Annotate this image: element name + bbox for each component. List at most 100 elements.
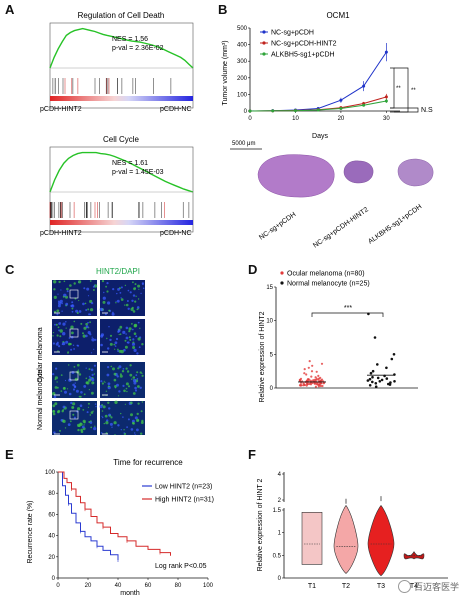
if-cell: [54, 378, 57, 381]
if-cell: [87, 406, 90, 408]
if-cell: [78, 373, 82, 376]
scatter-point: [316, 383, 319, 386]
scatter-point: [385, 377, 389, 380]
if-cell: [120, 349, 124, 354]
if-cell: [132, 378, 137, 383]
growth-point: [316, 108, 320, 112]
if-cell: [72, 383, 75, 387]
scatter-point: [303, 372, 306, 375]
if-cell: [139, 386, 142, 389]
scatter-point: [376, 363, 379, 366]
if-cell: [60, 374, 63, 376]
if-cell: [134, 389, 138, 392]
panel-e-recurrence: Time for recurrence 0 20 40 60 80 100 0 20 40 60 8…: [27, 458, 214, 597]
if-cell: [111, 312, 115, 316]
if-cell: [99, 307, 103, 311]
if-cell: [87, 402, 90, 405]
scatter-point: [315, 377, 318, 380]
if-cell: [104, 414, 108, 418]
if-cell: [65, 302, 69, 306]
if-cell: [127, 341, 130, 344]
if-cell: [124, 345, 128, 349]
if-cell: [94, 403, 97, 405]
panel-c-if-images: HINT2/DAPI Ocular melanoma Normal melano…: [20, 265, 225, 437]
if-cell: [142, 283, 144, 286]
if-cell: [89, 333, 92, 336]
if-cell: [107, 366, 110, 369]
recurrence-legend: Low HINT2 (n=23) High HINT2 (n=31): [142, 484, 214, 504]
scatter-point: [306, 378, 309, 381]
if-cell: [72, 344, 75, 346]
if-cell: [126, 426, 128, 428]
scatter-point: [314, 385, 317, 388]
scatter-ytick-label: 5: [270, 352, 274, 358]
if-cell: [63, 280, 66, 283]
scatter-legend: Ocular melanoma (n=80) Normal melanocyte …: [280, 271, 370, 288]
if-cell: [124, 339, 127, 342]
if-cell: [83, 287, 86, 290]
if-cell: [131, 328, 134, 331]
if-cell: [128, 336, 131, 339]
recurrence-curve: [58, 471, 119, 560]
if-cell: [93, 427, 97, 431]
recurrence-xtick-label: 80: [175, 583, 182, 589]
if-cell: [91, 302, 94, 305]
if-cell: [114, 400, 118, 404]
if-cell: [106, 290, 109, 293]
if-cell: [73, 348, 75, 350]
if-cell: [138, 288, 140, 290]
if-cell: [77, 363, 80, 367]
recurrence-ytick-label: 80: [48, 491, 55, 497]
if-cell: [79, 404, 83, 407]
if-cell: [124, 304, 126, 306]
if-cell: [106, 282, 109, 285]
scale-bar-label: 5000 μm: [232, 141, 255, 147]
if-cell: [68, 337, 71, 339]
gsea-title-1: Regulation of Cell Death: [78, 11, 165, 20]
legend-entry: NC-sg+pCDH: [271, 30, 314, 37]
if-cell: [85, 367, 87, 369]
tumor-nc-pcdh-hint2: [343, 160, 374, 184]
if-cell: [100, 380, 103, 383]
if-cell: [87, 321, 89, 324]
if-cell: [118, 390, 121, 393]
if-cell: [59, 322, 61, 324]
if-cell: [78, 299, 80, 302]
tumor-alkbh5-sg1: [397, 158, 434, 187]
violin-shape: [367, 504, 395, 577]
if-cell: [137, 284, 141, 288]
if-cell: [103, 291, 105, 294]
scatter-point: [366, 379, 370, 382]
gsea-hits-1: [50, 67, 193, 94]
gsea-stat-2a: NES = 1.61: [112, 160, 148, 167]
if-cell: [124, 284, 127, 287]
scatter-point: [368, 377, 372, 381]
if-cell: [104, 381, 106, 383]
scatter-point: [392, 353, 396, 356]
if-cell: [102, 300, 106, 304]
scatter-point: [380, 378, 384, 382]
if-cell: [132, 310, 136, 313]
recurrence-ytick-label: 20: [48, 555, 55, 561]
recurrence-title: Time for recurrence: [113, 458, 183, 467]
if-cell: [88, 389, 90, 391]
if-cell: [129, 364, 132, 367]
scatter-points: [298, 312, 396, 388]
if-cell: [117, 288, 120, 291]
if-cell: [113, 343, 116, 346]
scatter-point: [393, 380, 396, 383]
growth-ytick-label: 300: [237, 59, 248, 65]
if-cell: [55, 367, 58, 370]
gsea-left-label-1: pCDH-HINT2: [40, 106, 82, 113]
if-cell: [122, 384, 125, 387]
violins: T1 T2 T3 T4: [301, 496, 425, 590]
if-cell: [121, 370, 125, 373]
if-cell: [138, 308, 140, 310]
violin-shape: [301, 511, 323, 565]
if-cell: [134, 300, 137, 303]
if-cell: [122, 330, 126, 334]
scatter-point: [378, 380, 382, 383]
watermark-text: 百迈客医学: [413, 582, 459, 592]
if-cell: [100, 334, 104, 338]
if-cell: [88, 313, 91, 316]
